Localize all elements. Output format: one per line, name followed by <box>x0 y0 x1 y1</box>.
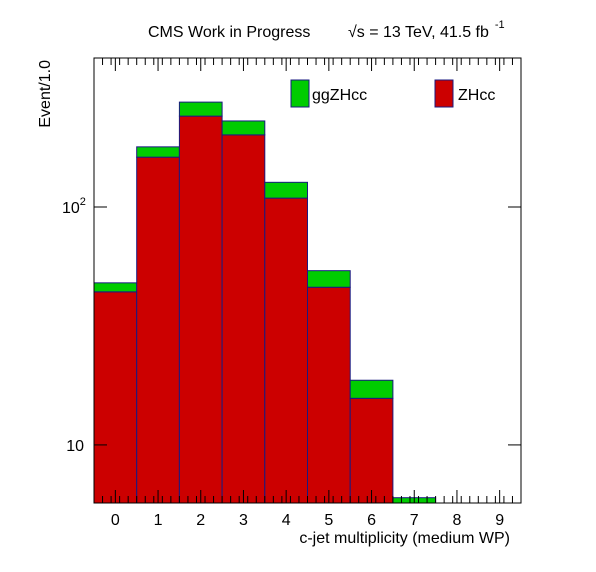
x-tick-label: 5 <box>324 512 333 529</box>
legend-label: ggZHcc <box>312 87 367 104</box>
y-tick-label: 102 <box>62 196 86 217</box>
legend-swatch <box>434 79 454 108</box>
histogram-bar <box>221 134 266 503</box>
x-tick-label: 7 <box>410 512 419 529</box>
x-tick-label: 3 <box>239 512 248 529</box>
x-tick-label: 6 <box>367 512 376 529</box>
legend-label: ZHcc <box>458 87 495 104</box>
histogram-bar <box>264 181 308 199</box>
x-axis-label: c-jet multiplicity (medium WP) <box>299 530 510 547</box>
histogram-bar <box>136 156 180 503</box>
legend-swatch <box>290 79 310 108</box>
x-tick-label: 0 <box>111 512 120 529</box>
histogram-bar <box>178 101 223 117</box>
x-tick-label: 4 <box>282 512 291 529</box>
histogram-bar <box>264 197 308 503</box>
histogram-bar <box>307 270 351 288</box>
histogram-bar <box>349 397 394 503</box>
y-tick-exponent: 2 <box>80 196 86 208</box>
histogram-bar <box>221 120 266 136</box>
histogram-bar <box>349 379 394 399</box>
histogram-bar <box>307 286 351 503</box>
lumi-label: √s = 13 TeV, 41.5 fb -1 <box>348 19 505 41</box>
y-axis-label: Event/1.0 <box>37 60 54 128</box>
histogram-bar <box>94 291 138 503</box>
lumi-exponent: -1 <box>495 19 505 31</box>
x-tick-label: 1 <box>154 512 163 529</box>
x-tick-label: 9 <box>495 512 504 529</box>
chart-title: CMS Work in Progress <box>148 24 310 41</box>
plot-area <box>94 101 437 503</box>
histogram-bar <box>136 146 180 158</box>
histogram-bar <box>94 282 138 293</box>
lumi-text: √s = 13 TeV, 41.5 fb <box>348 24 489 41</box>
y-tick-label: 10 <box>66 438 84 455</box>
histogram-bar <box>178 115 223 503</box>
x-tick-label: 2 <box>196 512 205 529</box>
y-tick-base: 10 <box>62 200 80 217</box>
x-tick-label: 8 <box>452 512 461 529</box>
